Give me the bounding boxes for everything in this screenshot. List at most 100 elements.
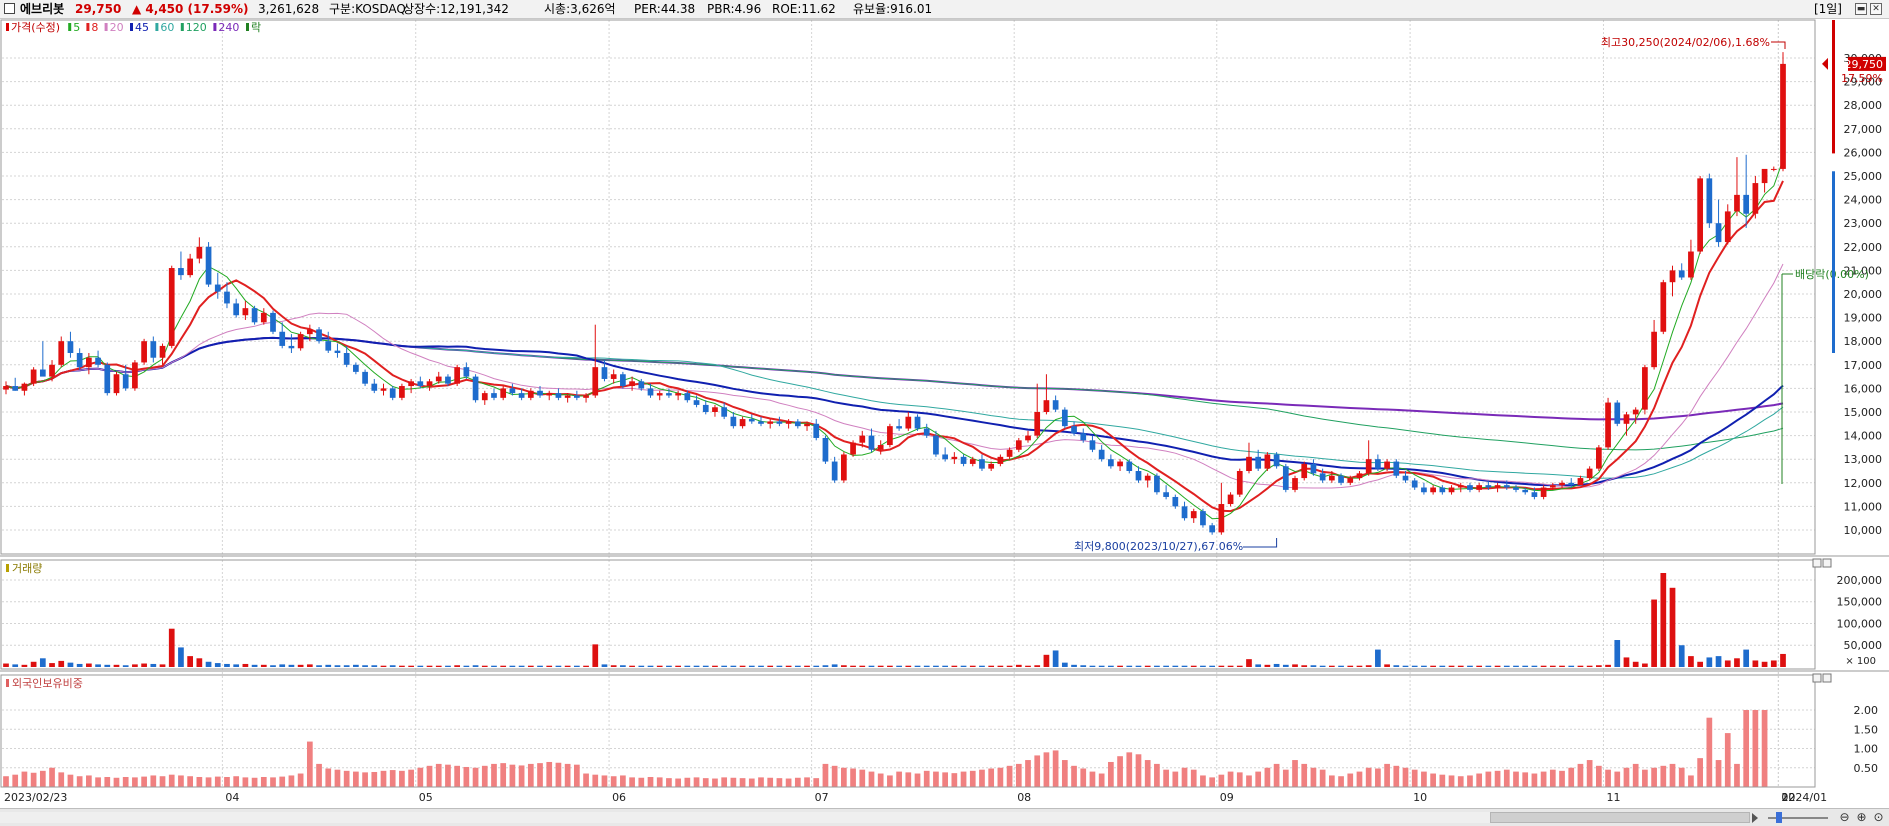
volume-bar [1540,665,1547,667]
ma60-line [5,337,1784,479]
foreign-ratio-bar [527,763,534,787]
foreign-ratio-bar [1421,771,1427,787]
volume-bar [1476,665,1483,667]
foreign-ratio-bar [1117,756,1123,787]
candle [76,348,83,370]
volume-bar [426,665,433,667]
candle [417,376,424,389]
volume-bar [951,665,958,667]
ma45-line [5,336,1784,487]
candle [1246,442,1252,474]
candle [1770,166,1777,172]
candle-body [1605,402,1611,448]
close-icon[interactable]: ✕ [1870,3,1882,15]
volume-tick-label: 200,000 [1837,574,1883,587]
scroll-track[interactable] [0,812,1750,823]
high-price-annotation: 최고30,250(2024/02/06),1.68% [1601,36,1770,49]
candle-body [178,268,184,276]
foreign-ratio-bar [463,766,470,787]
candle [877,440,884,455]
volume-bar [150,663,157,667]
foreign-ratio-bar [1734,763,1740,787]
volume-bar [362,665,368,667]
volume-bar [1043,654,1050,667]
foreign-ratio-bar [712,778,718,787]
foreign-ratio-bar [739,778,746,787]
candle [1043,374,1050,415]
candle-body [1614,402,1621,424]
candle [1071,421,1077,436]
foreign-ratio-bar [1439,774,1446,787]
candle [86,353,92,375]
candle [1264,452,1271,471]
candle [1568,478,1575,488]
volume-bar [1632,661,1639,667]
candle [859,430,866,448]
foreign-ratio-bar [86,775,92,787]
volume-bar [629,665,635,667]
stock-chart[interactable]: 10,000 11,000 12,000 13,000 14,000 15,000 16,0… [0,19,1889,808]
volume-bar [1301,665,1308,667]
candle [472,374,479,403]
legend-marker [6,23,9,31]
foreign-ratio-bar [1642,769,1648,787]
foreign-ratio-bar [1724,733,1731,787]
foreign-ratio-bar [629,777,635,787]
period-selector[interactable]: [1일] [1813,2,1842,16]
foreign-ratio-bar [933,771,939,787]
foreign-ratio-bar [1209,777,1216,787]
candle-body [960,456,967,464]
candle [1697,176,1703,254]
foreign-ratio-bar [877,773,884,787]
foreign-ratio-bar [1678,767,1685,787]
ma120-line [5,337,1784,451]
foreign-ratio-bar [1531,773,1538,787]
zoom-in-icon[interactable]: ⊕ [1856,810,1867,824]
volume-bar [1494,665,1501,667]
zoom-slider[interactable] [1768,817,1828,819]
candle-body [150,341,157,358]
volume-bar [1706,657,1713,667]
volume-bar [1577,665,1584,667]
foreign-ratio-bar [509,764,516,787]
candle [1052,395,1059,412]
foreign-ratio-bar [610,776,617,787]
volume-bar [831,664,838,667]
volume-bar [1126,665,1133,667]
zoom-reset-icon[interactable]: ⊙ [1873,810,1884,824]
volume-bar [1236,665,1243,667]
candle-body [58,341,65,365]
foreign-ratio-bar [1365,767,1372,787]
volume-bar [1724,660,1731,667]
candle [1513,485,1519,493]
foreign-ratio-bar [1154,763,1160,787]
volume-bar [1328,665,1335,667]
candle-body [564,395,571,398]
candle [1780,52,1786,172]
price-tick-label: 27,000 [1844,123,1883,136]
candle-body [951,456,958,460]
minimize-icon[interactable]: ▬ [1855,3,1867,15]
candle [887,423,893,448]
volume-bar [610,665,617,667]
candle-body [813,423,820,438]
foreign-ratio-bar [1347,773,1354,787]
foreign-ratio-bar [1282,769,1289,787]
volume-bar [454,665,461,667]
candle-body [1347,478,1354,483]
foreign-ratio-bar [1328,775,1335,787]
candle [251,305,258,325]
candle [1393,459,1400,479]
panel-checkbox[interactable] [4,3,15,14]
scroll-thumb[interactable] [1490,812,1750,823]
volume-bar [3,663,9,667]
candle [1356,471,1363,481]
price-change: ▲ 4,450 (17.59%) [132,2,249,16]
foreign-ratio-bar [132,777,138,787]
scroll-right-arrow-icon[interactable] [1752,813,1758,823]
foreign-ratio-bar [21,771,28,787]
foreign-ratio-bar [1236,772,1243,787]
zoom-slider-handle[interactable] [1776,812,1782,823]
zoom-out-icon[interactable]: ⊖ [1839,810,1850,824]
candle-body [1163,492,1169,497]
